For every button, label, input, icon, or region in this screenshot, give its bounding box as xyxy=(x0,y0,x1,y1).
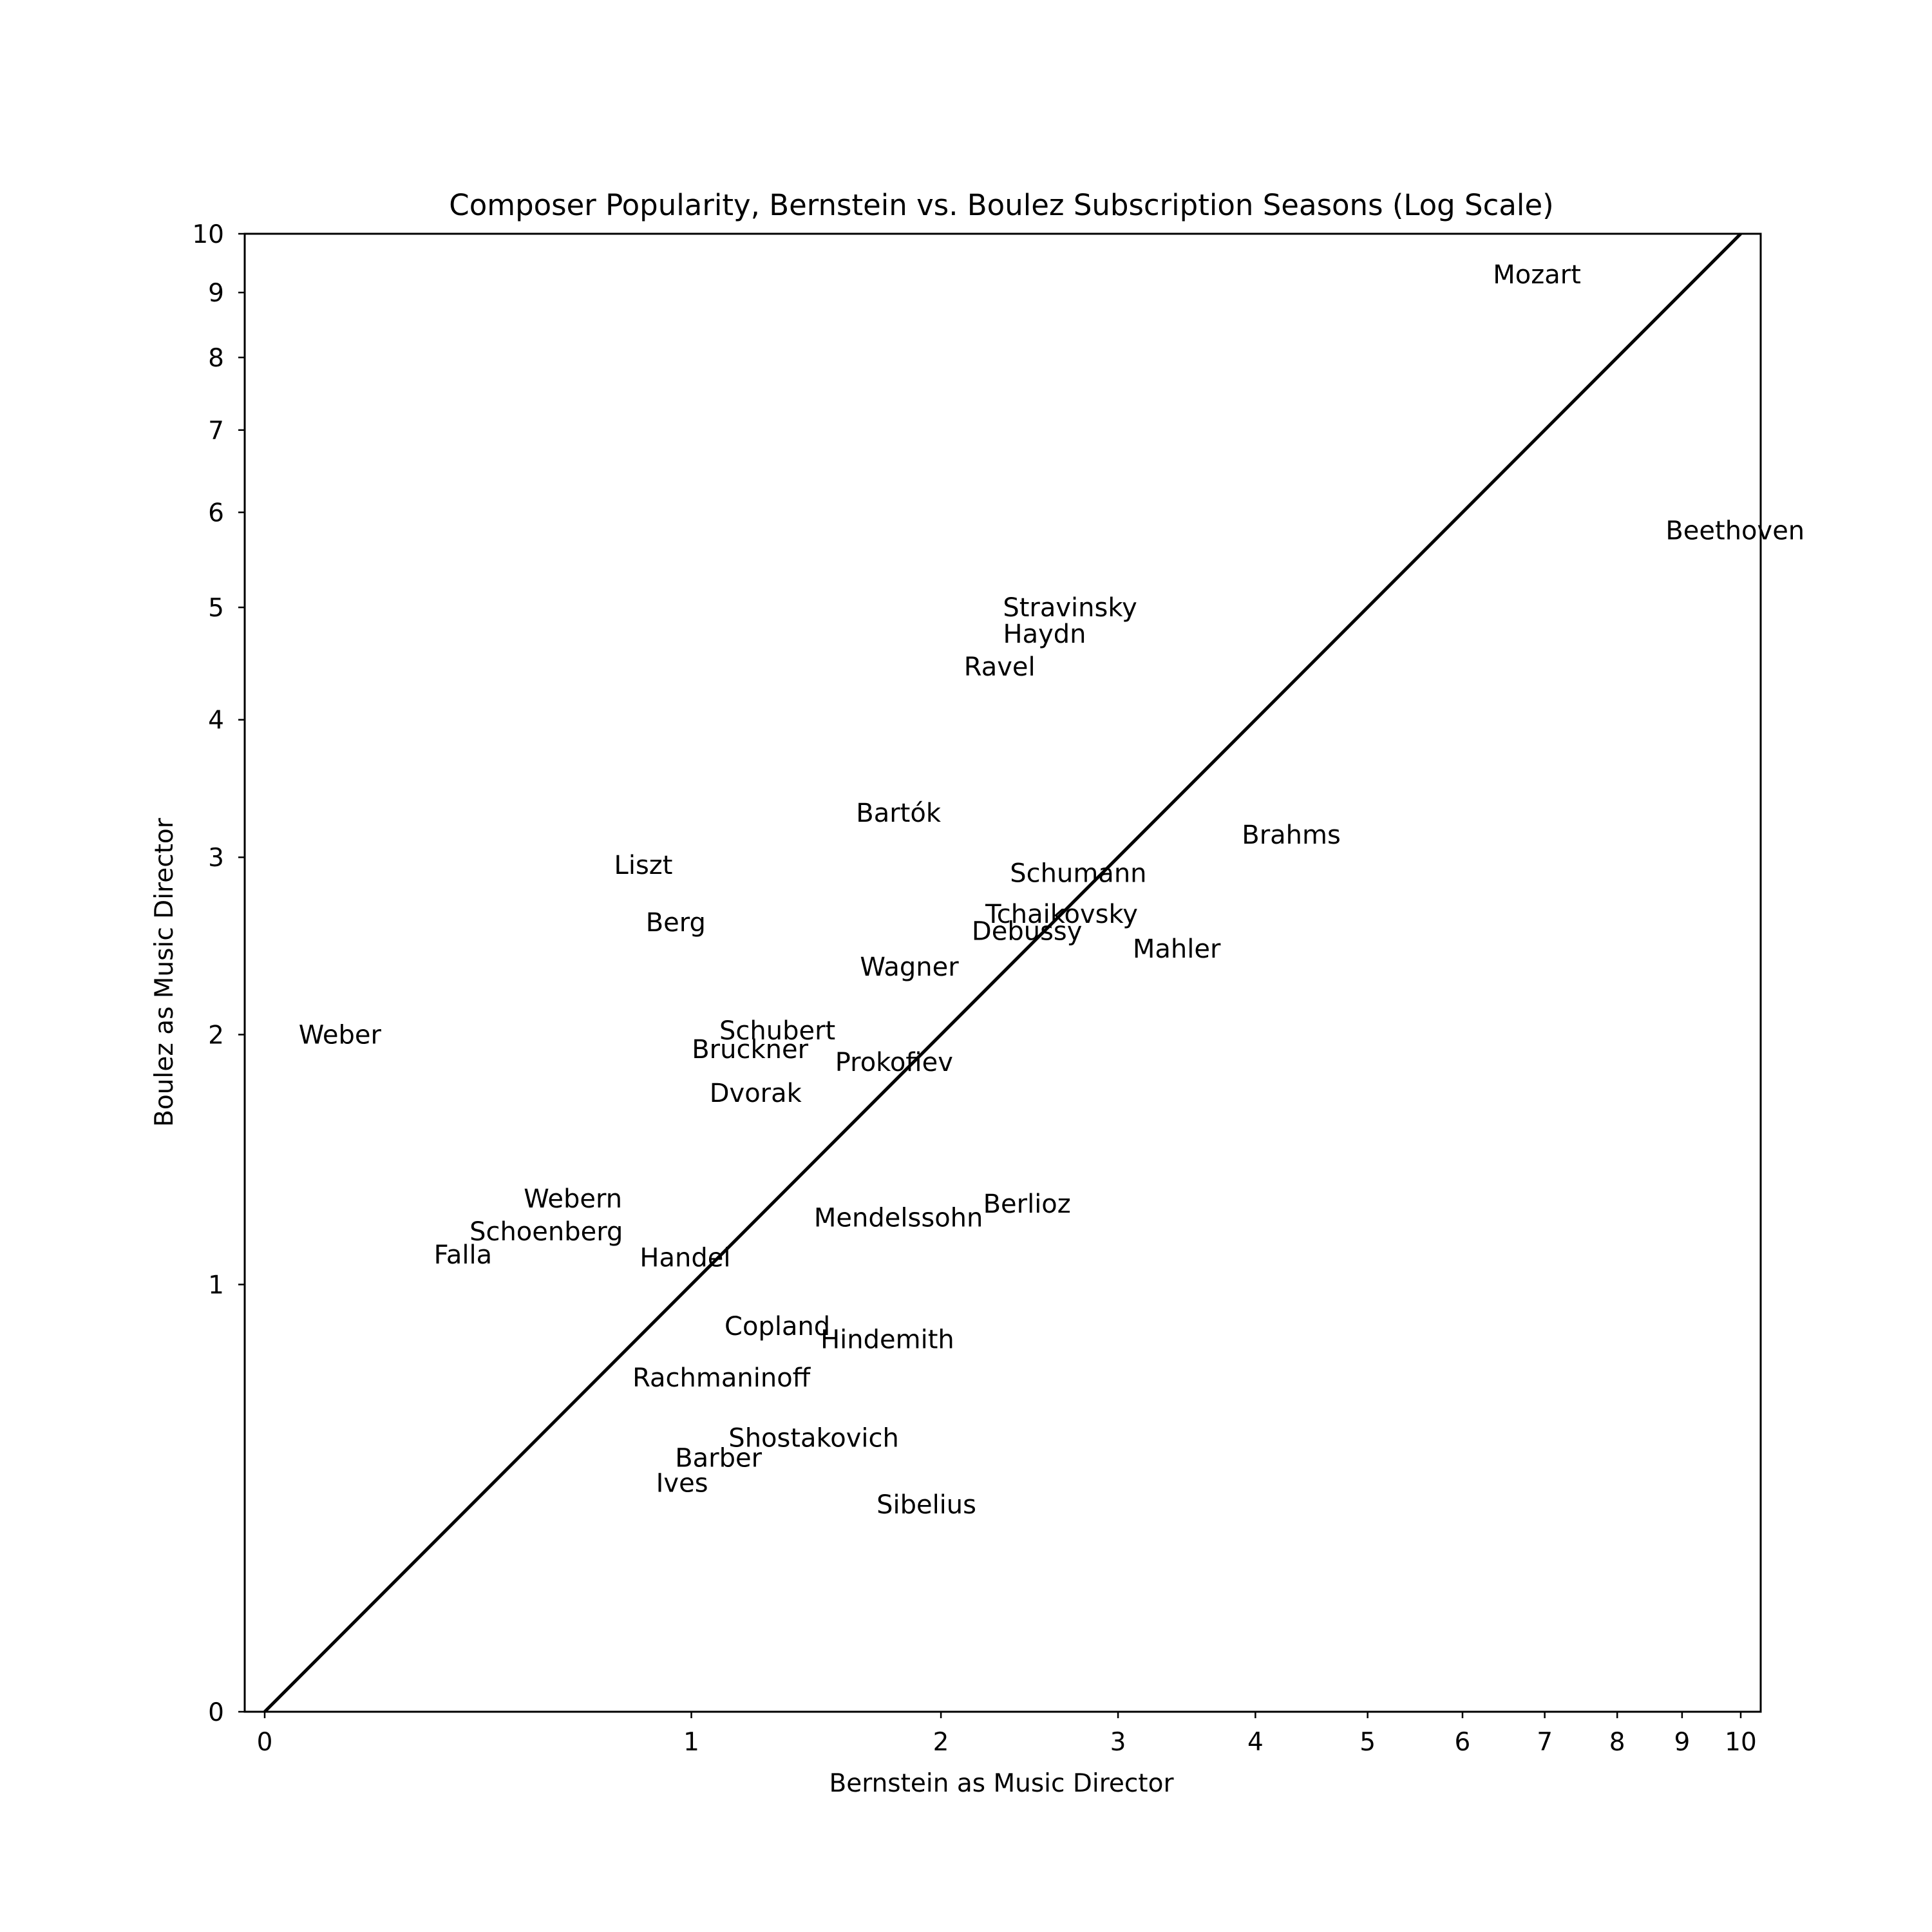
y-tick-label: 10 xyxy=(192,220,224,249)
composer-point-label: Ives xyxy=(656,1468,708,1498)
composer-point-label: Schumann xyxy=(1010,858,1146,888)
composer-point-label: Mendelssohn xyxy=(814,1203,983,1233)
x-tick-label: 8 xyxy=(1609,1728,1625,1757)
composer-point-label: Rachmaninoff xyxy=(632,1363,811,1393)
composer-point-label: Tchaikovsky xyxy=(985,900,1138,929)
composer-point-label: Schoenberg xyxy=(469,1217,623,1247)
composer-point-label: Bruckner xyxy=(692,1035,808,1065)
composer-point-label: Haydn xyxy=(1003,620,1086,649)
composer-point-label: Hindemith xyxy=(820,1325,954,1355)
x-tick-label: 7 xyxy=(1537,1728,1553,1757)
y-tick-label: 4 xyxy=(208,706,224,735)
y-tick-label: 1 xyxy=(208,1271,224,1300)
y-tick-label: 2 xyxy=(208,1021,224,1050)
y-tick-label: 6 xyxy=(208,499,224,528)
composer-point-label: Prokofiev xyxy=(835,1048,953,1077)
composer-point-label: Sibelius xyxy=(876,1490,976,1520)
x-tick-label: 3 xyxy=(1110,1728,1126,1757)
y-tick-label: 5 xyxy=(208,594,224,623)
x-tick-label: 6 xyxy=(1455,1728,1471,1757)
x-tick-label: 10 xyxy=(1725,1728,1757,1757)
composer-point-label: Bartók xyxy=(856,799,942,828)
y-tick-label: 3 xyxy=(208,844,224,873)
composer-point-label: Mahler xyxy=(1133,934,1221,964)
x-axis: 0 1 2 3 4 5 6 7 8 9 10 xyxy=(257,1712,1757,1757)
plot-frame xyxy=(243,232,1762,1713)
composer-point-label: Wagner xyxy=(860,952,959,982)
composer-point-label: Stravinsky xyxy=(1003,593,1137,623)
composer-point-label: Berg xyxy=(646,908,706,938)
composer-point-label: Schubert xyxy=(719,1016,835,1046)
y-tick-label: 0 xyxy=(208,1698,224,1727)
composer-point-label: Debussy xyxy=(972,916,1083,946)
y-tick-label: 8 xyxy=(208,344,224,373)
y-tick-label: 7 xyxy=(208,417,224,446)
composer-point-label: Ravel xyxy=(964,652,1036,682)
composer-point-label: Mozart xyxy=(1493,260,1581,290)
composer-point-label: Barber xyxy=(675,1444,762,1473)
y-axis-label: Boulez as Music Director xyxy=(150,817,179,1127)
composer-point-label: Dvorak xyxy=(710,1079,802,1108)
composer-point-label: Falla xyxy=(434,1240,493,1270)
composer-point-label: Brahms xyxy=(1242,820,1341,850)
composer-point-label: Liszt xyxy=(614,851,673,880)
x-tick-label: 9 xyxy=(1674,1728,1690,1757)
x-tick-label: 4 xyxy=(1247,1728,1264,1757)
diagonal-reference-line xyxy=(263,232,1742,1713)
composer-point-label: Handel xyxy=(639,1243,730,1273)
x-tick-label: 0 xyxy=(257,1728,273,1757)
y-tick-label: 9 xyxy=(208,279,224,308)
x-tick-label: 5 xyxy=(1359,1728,1376,1757)
chart-title: Composer Popularity, Bernstein vs. Boule… xyxy=(449,188,1553,222)
composer-point-label: Copland xyxy=(724,1312,830,1341)
x-tick-label: 1 xyxy=(683,1728,699,1757)
x-tick-label: 2 xyxy=(933,1728,949,1757)
composer-point-label: Webern xyxy=(524,1184,622,1214)
composer-point-label: Beethoven xyxy=(1665,516,1804,545)
composer-point-label: Weber xyxy=(299,1021,382,1050)
x-axis-label: Bernstein as Music Director xyxy=(829,1769,1174,1798)
composer-point-label: Berlioz xyxy=(983,1189,1071,1219)
y-axis: 0 1 2 3 4 5 6 7 8 9 10 xyxy=(192,220,245,1727)
composer-point-label: Shostakovich xyxy=(728,1423,899,1453)
